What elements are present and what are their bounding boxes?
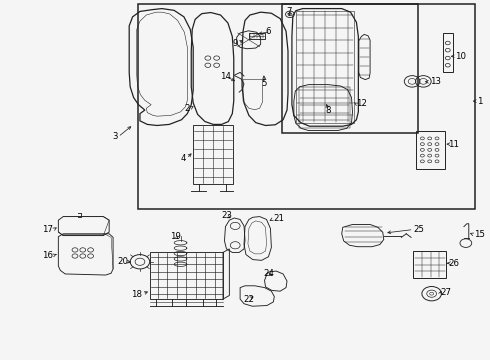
- Text: 4: 4: [181, 154, 186, 163]
- Text: 19: 19: [170, 232, 181, 241]
- Text: 24: 24: [263, 269, 274, 278]
- Text: 6: 6: [266, 27, 271, 36]
- Text: 23: 23: [221, 211, 232, 220]
- Text: 16: 16: [43, 251, 53, 260]
- Text: 15: 15: [474, 230, 485, 239]
- Text: 8: 8: [325, 105, 331, 114]
- Text: 1: 1: [477, 96, 483, 105]
- Text: 14: 14: [220, 72, 231, 81]
- Text: 27: 27: [441, 288, 451, 297]
- Text: 13: 13: [430, 77, 441, 86]
- Text: 5: 5: [262, 79, 267, 88]
- Text: 12: 12: [356, 99, 368, 108]
- Text: 9: 9: [232, 39, 238, 48]
- Text: 21: 21: [273, 214, 284, 223]
- Text: 10: 10: [455, 52, 466, 61]
- Text: 17: 17: [43, 225, 53, 234]
- Text: 7: 7: [286, 7, 292, 16]
- Text: 20: 20: [118, 257, 129, 266]
- Text: 26: 26: [448, 259, 459, 268]
- Text: 18: 18: [131, 289, 143, 298]
- Text: 11: 11: [448, 140, 459, 149]
- Text: 3: 3: [113, 132, 118, 141]
- Text: 22: 22: [244, 294, 254, 303]
- Text: 25: 25: [414, 225, 424, 234]
- Text: 2: 2: [185, 104, 190, 113]
